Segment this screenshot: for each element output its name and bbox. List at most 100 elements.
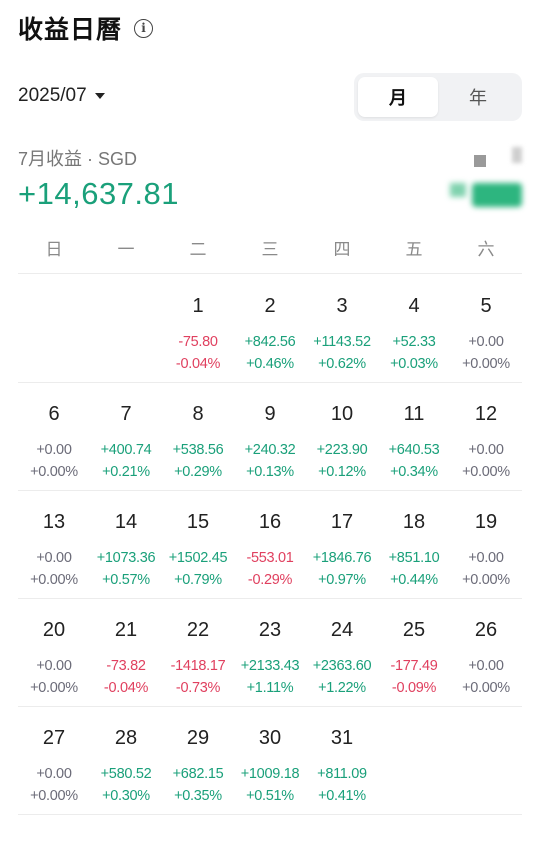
calendar-day-cell[interactable]: 22 -1418.17 -0.73% [162,599,234,706]
calendar-day-cell[interactable]: 8 +538.56 +0.29% [162,383,234,490]
calendar-empty-cell [378,707,450,814]
period-toggle: 月 年 [354,73,522,121]
info-icon[interactable]: i [134,18,154,38]
calendar-day-cell[interactable]: 2 +842.56 +0.46% [234,275,306,382]
daily-earnings-percent: +0.79% [174,572,222,588]
daily-earnings-amount: +0.00 [468,442,504,458]
daily-earnings-amount: -75.80 [178,334,218,350]
day-number: 30 [258,727,282,749]
day-number: 8 [192,403,204,425]
day-number: 29 [186,727,210,749]
weekday-header: 日 一 二 三 四 五 六 [18,230,522,274]
calendar-day-cell[interactable]: 10 +223.90 +0.12% [306,383,378,490]
calendar-day-cell[interactable]: 23 +2133.43 +1.11% [234,599,306,706]
calendar-week-row: 13 +0.00 +0.00% 14 +1073.36 +0.57% 15 +1502.45 +… [18,491,522,599]
month-picker[interactable]: 2025/07 [18,85,105,107]
daily-earnings-percent: +0.00% [30,572,78,588]
day-number: 15 [186,511,210,533]
obscured-region [442,145,522,211]
calendar-day-cell[interactable]: 25 -177.49 -0.09% [378,599,450,706]
calendar-day-cell[interactable]: 13 +0.00 +0.00% [18,491,90,598]
calendar-day-cell[interactable]: 31 +811.09 +0.41% [306,707,378,814]
calendar-day-cell[interactable]: 28 +580.52 +0.30% [90,707,162,814]
obscured-block [512,147,522,163]
day-number: 19 [474,511,498,533]
daily-earnings-amount: +0.00 [36,658,72,674]
daily-earnings-amount: +640.53 [388,442,440,458]
weekday-label: 一 [117,240,135,259]
daily-earnings-percent: +0.00% [30,680,78,696]
daily-earnings-percent: +0.13% [246,464,294,480]
day-number: 2 [264,295,276,317]
daily-earnings-percent: +1.11% [246,680,294,696]
calendar-day-cell[interactable]: 7 +400.74 +0.21% [90,383,162,490]
calendar-day-cell[interactable]: 19 +0.00 +0.00% [450,491,522,598]
weekday-label: 三 [261,240,279,259]
day-number: 16 [258,511,282,533]
calendar-day-cell[interactable]: 11 +640.53 +0.34% [378,383,450,490]
calendar-day-cell[interactable]: 17 +1846.76 +0.97% [306,491,378,598]
calendar-day-cell[interactable]: 29 +682.15 +0.35% [162,707,234,814]
daily-earnings-amount: +1073.36 [96,550,156,566]
daily-earnings-percent: +0.44% [390,572,438,588]
calendar-day-cell[interactable]: 18 +851.10 +0.44% [378,491,450,598]
calendar-day-cell[interactable]: 24 +2363.60 +1.22% [306,599,378,706]
calendar-day-cell[interactable]: 4 +52.33 +0.03% [378,275,450,382]
daily-earnings-amount: -553.01 [246,550,294,566]
period-toggle-year[interactable]: 年 [469,88,487,108]
daily-earnings-percent: +0.00% [462,356,510,372]
calendar-empty-cell [18,275,90,382]
day-number: 5 [480,295,492,317]
day-number: 18 [402,511,426,533]
daily-earnings-amount: +2133.43 [240,658,300,674]
obscured-block [450,183,466,197]
calendar-day-cell[interactable]: 21 -73.82 -0.04% [90,599,162,706]
daily-earnings-percent: +0.46% [246,356,294,372]
calendar-day-cell[interactable]: 27 +0.00 +0.00% [18,707,90,814]
daily-earnings-percent: +0.62% [318,356,366,372]
earnings-calendar: 1 -75.80 -0.04% 2 +842.56 +0.46% 3 +1143.52 +0.6… [18,275,522,815]
daily-earnings-amount: +842.56 [244,334,296,350]
calendar-day-cell[interactable]: 5 +0.00 +0.00% [450,275,522,382]
daily-earnings-percent: -0.04% [103,680,149,696]
daily-earnings-amount: -177.49 [390,658,438,674]
calendar-day-cell[interactable]: 26 +0.00 +0.00% [450,599,522,706]
calendar-day-cell[interactable]: 14 +1073.36 +0.57% [90,491,162,598]
calendar-week-row: 1 -75.80 -0.04% 2 +842.56 +0.46% 3 +1143.52 +0.6… [18,275,522,383]
daily-earnings-amount: +538.56 [172,442,224,458]
calendar-day-cell[interactable]: 3 +1143.52 +0.62% [306,275,378,382]
calendar-day-cell[interactable]: 1 -75.80 -0.04% [162,275,234,382]
daily-earnings-percent: +1.22% [318,680,366,696]
calendar-day-cell[interactable]: 9 +240.32 +0.13% [234,383,306,490]
caret-down-icon [94,93,105,99]
calendar-day-cell[interactable]: 12 +0.00 +0.00% [450,383,522,490]
daily-earnings-amount: +0.00 [36,550,72,566]
calendar-empty-cell [90,275,162,382]
weekday-label: 五 [405,240,423,259]
daily-earnings-amount: +0.00 [468,658,504,674]
day-number: 27 [42,727,66,749]
period-toggle-month[interactable]: 月 [358,77,438,117]
day-number: 24 [330,619,354,641]
calendar-day-cell[interactable]: 20 +0.00 +0.00% [18,599,90,706]
daily-earnings-amount: +223.90 [316,442,368,458]
daily-earnings-percent: +0.57% [102,572,150,588]
calendar-day-cell[interactable]: 6 +0.00 +0.00% [18,383,90,490]
daily-earnings-percent: +0.34% [390,464,438,480]
day-number: 17 [330,511,354,533]
day-number: 31 [330,727,354,749]
monthly-earnings-value: +14,637.81 [18,176,180,211]
calendar-day-cell[interactable]: 15 +1502.45 +0.79% [162,491,234,598]
daily-earnings-amount: +1143.52 [313,334,371,350]
calendar-day-cell[interactable]: 16 -553.01 -0.29% [234,491,306,598]
calendar-day-cell[interactable]: 30 +1009.18 +0.51% [234,707,306,814]
daily-earnings-amount: +0.00 [468,550,504,566]
day-number: 4 [408,295,420,317]
daily-earnings-percent: +0.00% [30,464,78,480]
daily-earnings-percent: +0.30% [102,788,150,804]
daily-earnings-amount: +1846.76 [312,550,372,566]
daily-earnings-amount: +1009.18 [240,766,300,782]
obscured-block [474,155,486,167]
day-number: 28 [114,727,138,749]
day-number: 26 [474,619,498,641]
